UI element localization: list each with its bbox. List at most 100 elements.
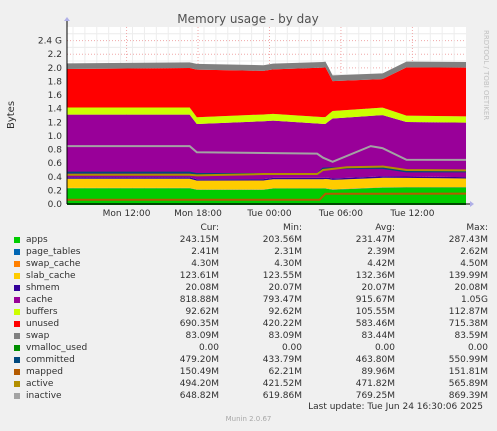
legend-row-shmem: shmem 20.08M 20.07M 20.07M 20.08M <box>14 282 488 294</box>
legend-rows: apps 243.15M 203.56M 231.47M 287.43M page_tab… <box>14 234 488 402</box>
area-swap_cache <box>67 187 466 190</box>
legend-cur: 2.41M <box>191 247 219 257</box>
legend-min: 62.21M <box>268 367 302 377</box>
legend-avg: 231.47M <box>355 235 395 245</box>
legend-cur: 83.09M <box>185 331 219 341</box>
legend-name: vmalloc_used <box>26 343 88 353</box>
legend-name: cache <box>26 295 53 305</box>
legend-avg: 583.46M <box>355 319 395 329</box>
legend-max: 1.05G <box>460 295 488 305</box>
legend-swatch <box>14 237 20 243</box>
legend-table: Cur: Min: Avg: Max: apps 243.15M 203.56M 23… <box>14 222 488 402</box>
legend-min: 421.52M <box>262 379 302 389</box>
legend-swatch <box>14 309 20 315</box>
area-apps <box>67 187 466 204</box>
legend-row-vmalloc_used: vmalloc_used 0.00 0.00 0.00 0.00 <box>14 342 488 354</box>
line-mapped <box>67 192 467 201</box>
legend-max: 715.38M <box>448 319 488 329</box>
legend-min: 83.09M <box>268 331 302 341</box>
legend-swatch <box>14 333 20 339</box>
legend-cur: 494.20M <box>179 379 219 389</box>
area-swap <box>67 61 466 82</box>
legend-header: Cur: Min: Avg: Max: <box>14 222 488 234</box>
y-tick-label: 0.6 <box>48 159 63 169</box>
legend-swatch <box>14 393 20 399</box>
legend-name: mapped <box>26 367 63 377</box>
legend-avg: 2.39M <box>367 247 395 257</box>
line-inactive <box>67 145 467 163</box>
x-axis-arrow <box>470 201 474 207</box>
legend-swatch <box>14 249 20 255</box>
legend-max: 83.59M <box>454 331 488 341</box>
y-tick-label: 0.4 <box>48 173 63 183</box>
legend-swatch <box>14 357 20 363</box>
legend-max: 112.87M <box>448 307 488 317</box>
x-tick-label: Tue 00:00 <box>246 209 291 218</box>
legend-name: buffers <box>26 307 58 317</box>
y-axis-label: Bytes <box>6 101 17 129</box>
legend-name: unused <box>26 319 60 329</box>
legend-min: 619.86M <box>262 391 302 401</box>
area-buffers <box>67 107 466 125</box>
header-max: Max: <box>466 223 488 233</box>
legend-name: slab_cache <box>26 271 76 281</box>
legend-min: 4.30M <box>274 259 302 269</box>
legend-max: 550.99M <box>448 355 488 365</box>
area-cache <box>67 114 466 180</box>
x-tick-label: Tue 12:00 <box>389 209 434 218</box>
legend-max: 2.62M <box>460 247 488 257</box>
area-page_tables <box>67 187 466 190</box>
legend-name: inactive <box>26 391 62 401</box>
legend-max: 4.50M <box>460 259 488 269</box>
legend-row-slab_cache: slab_cache 123.61M 123.55M 132.36M 139.99M <box>14 270 488 282</box>
legend-min: 793.47M <box>262 295 302 305</box>
legend-swatch <box>14 345 20 351</box>
x-tick-label: Tue 06:00 <box>318 209 363 218</box>
area-unused <box>67 67 466 118</box>
legend-row-inactive: inactive 648.82M 619.86M 769.25M 869.39M <box>14 390 488 402</box>
legend-max: 0.00 <box>467 343 488 353</box>
y-tick-label: 2.4 G <box>38 37 62 47</box>
y-tick-label: 0.0 <box>48 200 63 210</box>
legend-min: 0.00 <box>281 343 302 353</box>
y-tick-label: 0.8 <box>48 146 63 156</box>
y-tick-label: 1.2 <box>48 118 62 128</box>
legend-avg: 4.42M <box>367 259 395 269</box>
rrdtool-credit: RRDTOOL / TOBI OETIKER <box>482 30 490 120</box>
legend-cur: 243.15M <box>179 235 219 245</box>
last-update: Last update: Tue Jun 24 16:30:06 2025 <box>308 402 483 412</box>
legend-name: committed <box>26 355 75 365</box>
y-tick-label: 1.0 <box>48 132 63 142</box>
legend-name: swap_cache <box>26 259 81 269</box>
legend-swatch <box>14 321 20 327</box>
legend-avg: 0.00 <box>374 343 395 353</box>
header-min: Min: <box>282 223 302 233</box>
y-tick-label: 2.0 <box>48 64 63 74</box>
chart-title: Memory usage - by day <box>177 12 318 26</box>
legend-row-apps: apps 243.15M 203.56M 231.47M 287.43M <box>14 234 488 246</box>
legend-row-cache: cache 818.88M 793.47M 915.67M 1.05G <box>14 294 488 306</box>
legend-min: 20.07M <box>268 283 302 293</box>
legend-min: 123.55M <box>262 271 302 281</box>
legend-min: 433.79M <box>262 355 302 365</box>
area-shmem <box>67 176 466 181</box>
y-tick-label: 0.2 <box>48 186 62 196</box>
munin-version: Munin 2.0.67 <box>225 415 272 423</box>
legend-row-swap: swap 83.09M 83.09M 83.44M 83.59M <box>14 330 488 342</box>
legend-max: 139.99M <box>448 271 488 281</box>
line-active <box>67 165 467 177</box>
legend-avg: 105.55M <box>355 307 395 317</box>
legend-avg: 20.07M <box>361 283 395 293</box>
legend-name: page_tables <box>26 247 81 257</box>
legend-avg: 83.44M <box>361 331 395 341</box>
legend-swatch <box>14 297 20 303</box>
legend-name: swap <box>26 331 50 341</box>
legend-row-active: active 494.20M 421.52M 471.82M 565.89M <box>14 378 488 390</box>
legend-cur: 648.82M <box>179 391 219 401</box>
legend-cur: 92.62M <box>185 307 219 317</box>
legend-swatch <box>14 261 20 267</box>
legend-cur: 0.00 <box>198 343 219 353</box>
legend-min: 203.56M <box>262 235 302 245</box>
legend-avg: 471.82M <box>355 379 395 389</box>
area-slab_cache <box>67 177 466 190</box>
